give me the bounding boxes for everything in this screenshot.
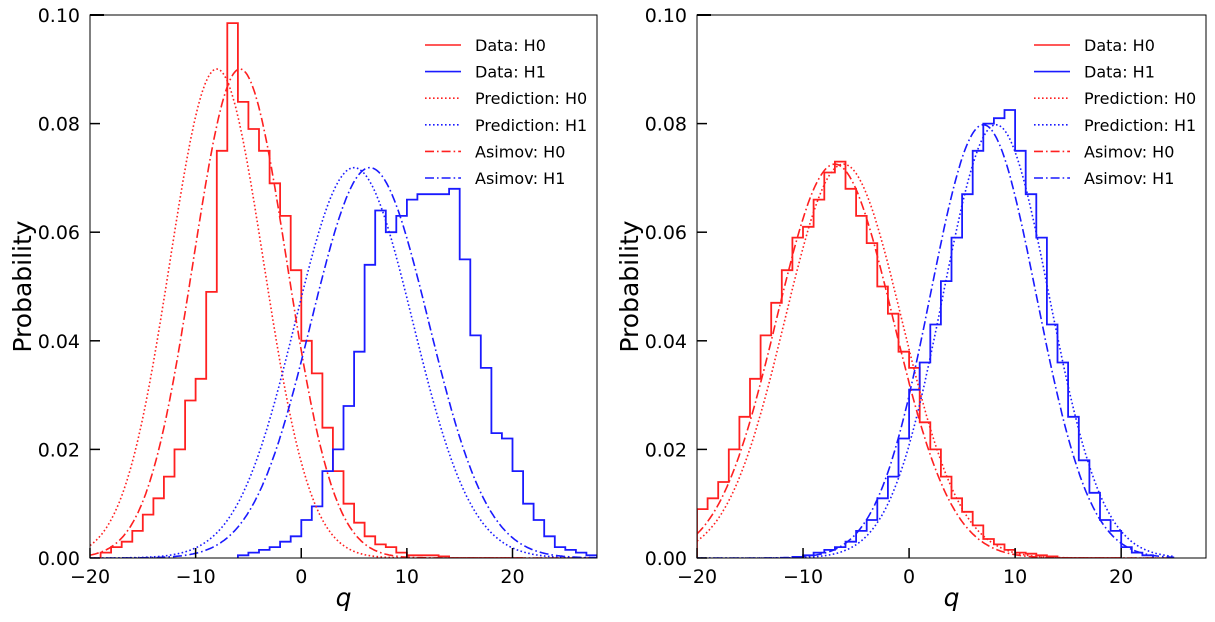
y-tick-label: 0.06 (38, 222, 80, 244)
series-data-h1 (237, 187, 597, 558)
legend-entry: Asimov: H0 (475, 142, 565, 161)
x-tick-label: −10 (783, 566, 823, 588)
legend: Data: H0 Data: H1 Prediction: H0 Prediction… (425, 36, 587, 188)
series-prediction-h0 (697, 163, 1175, 558)
plot-area (90, 22, 597, 558)
x-tick-label: 10 (395, 566, 419, 588)
legend-entry: Asimov: H1 (1084, 169, 1174, 188)
legend-entry: Asimov: H1 (475, 169, 565, 188)
legend-entry: Data: H1 (1084, 63, 1155, 82)
series-data-h1 (791, 109, 1154, 558)
y-tick-label: 0.08 (38, 114, 80, 136)
x-tick-label: −20 (70, 566, 110, 588)
legend-entry: Prediction: H0 (475, 89, 587, 108)
series-data-h0 (697, 160, 1122, 558)
series-asimov-h0 (90, 68, 597, 558)
y-tick-label: 0.02 (645, 439, 687, 461)
y-tick-label: 0.08 (645, 114, 687, 136)
x-tick-label: −20 (677, 566, 717, 588)
series-asimov-h1 (697, 123, 1175, 558)
series-asimov-h0 (697, 163, 1175, 558)
right-chart-panel: −20 −10 0 10 20 0.00 0.02 0.04 0.06 0.08 0.10 q Prob… (615, 5, 1207, 612)
x-tick-label: 20 (500, 566, 524, 588)
x-tick-label: −10 (176, 566, 216, 588)
y-tick-label: 0.02 (38, 439, 80, 461)
x-axis-label: q (944, 583, 960, 612)
y-tick-label: 0.00 (645, 548, 687, 570)
legend-entry: Prediction: H1 (1084, 116, 1196, 135)
series-prediction-h1 (697, 124, 1175, 558)
y-tick-label: 0.06 (645, 222, 687, 244)
y-tick-label: 0.00 (38, 548, 80, 570)
legend-entry: Data: H1 (475, 63, 546, 82)
series-prediction-h1 (90, 166, 597, 558)
legend: Data: H0 Data: H1 Prediction: H0 Prediction… (1034, 36, 1196, 188)
legend-entry: Prediction: H1 (475, 116, 587, 135)
x-tick-label: 20 (1109, 566, 1133, 588)
x-tick-label: 0 (295, 566, 307, 588)
y-tick-label: 0.04 (38, 331, 80, 353)
x-tick-label: 10 (1003, 566, 1027, 588)
y-axis-label: Probability (8, 220, 37, 352)
x-tick-label: 0 (903, 566, 915, 588)
y-tick-label: 0.10 (38, 5, 80, 27)
legend-entry: Data: H0 (475, 36, 546, 55)
legend-entry: Prediction: H0 (1084, 89, 1196, 108)
legend-entry: Asimov: H0 (1084, 142, 1174, 161)
y-tick-label: 0.04 (645, 331, 687, 353)
y-axis-label: Probability (615, 220, 644, 352)
series-prediction-h0 (90, 68, 597, 558)
series-asimov-h1 (90, 166, 597, 558)
series-data-h0 (99, 22, 524, 558)
axes-frame (89, 14, 598, 559)
left-chart-panel: −20 −10 0 10 20 0.00 0.02 0.04 0.06 0.08 0.10 q Prob… (8, 5, 598, 612)
y-tick-label: 0.10 (645, 5, 687, 27)
x-axis-label: q (336, 583, 352, 612)
legend-entry: Data: H0 (1084, 36, 1155, 55)
axes-frame (696, 14, 1207, 559)
